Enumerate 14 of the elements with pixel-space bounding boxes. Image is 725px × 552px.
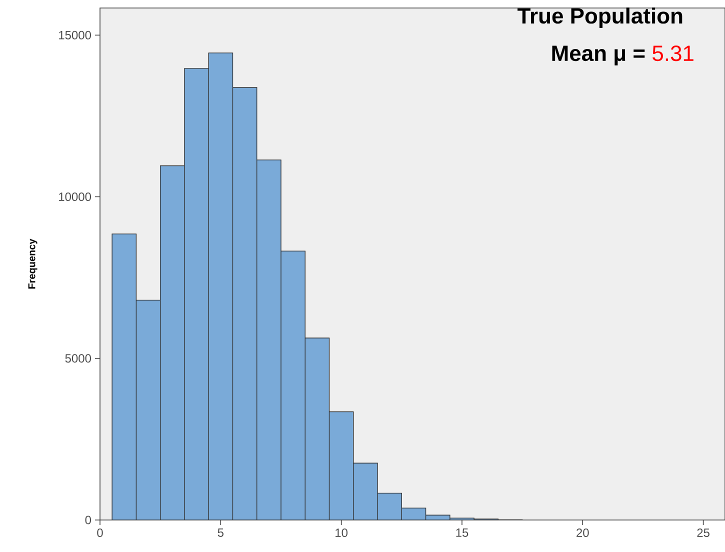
x-tick-label: 10 [336,528,348,538]
y-tick-label: 10000 [59,192,91,202]
x-tick-label: 25 [697,528,710,538]
annotation: 5.31 [652,46,694,62]
y-tick-label: 0 [85,516,92,524]
annotation: Mean μ = [552,46,645,66]
annotation: True Population [518,8,682,28]
x-tick-label: 0 [97,528,103,538]
x-tick-label: 20 [576,528,589,538]
y-axis-title: Frequency [28,238,38,289]
y-tick-label: 15000 [59,30,91,40]
y-tick-label: 5000 [65,354,92,363]
x-tick-label: 5 [218,528,224,537]
x-tick-label: 15 [456,528,468,537]
